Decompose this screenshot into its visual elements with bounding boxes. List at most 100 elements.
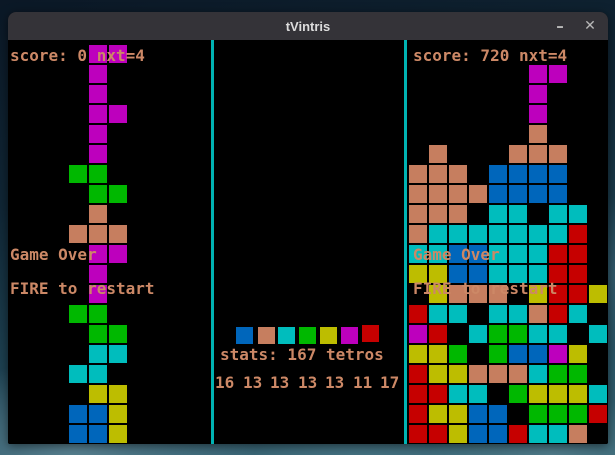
tetris-block [488,344,508,364]
tetris-block [528,164,548,184]
tetris-block [108,384,128,404]
tetris-block [448,344,468,364]
tetris-block [408,184,428,204]
tetris-block [108,224,128,244]
tetris-block [548,384,568,404]
tetris-block [568,204,588,224]
tetris-block [108,344,128,364]
tetris-block [568,424,588,444]
tetris-block [428,204,448,224]
tetris-block [488,184,508,204]
tetris-block [568,264,588,284]
tetris-block [428,304,448,324]
tetris-block [488,204,508,224]
tetris-block [528,384,548,404]
tetris-block [428,264,448,284]
tetris-block [428,224,448,244]
tetris-block [508,344,528,364]
tetris-block [488,264,508,284]
tetris-block [428,164,448,184]
tetris-block [448,264,468,284]
tetris-block [528,404,548,424]
tetris-block [488,244,508,264]
tetris-block [468,264,488,284]
tetris-block [448,204,468,224]
tetris-block [408,204,428,224]
piece-count: 13 [298,373,318,392]
tetris-block [88,384,108,404]
tetris-block [528,344,548,364]
tetris-block [108,104,128,124]
tetris-block [508,244,528,264]
preview-block [235,326,254,345]
tetris-block [88,224,108,244]
tetris-block [88,144,108,164]
tetris-block [428,344,448,364]
tetris-block [488,164,508,184]
tetris-block [88,64,108,84]
tetris-block [408,164,428,184]
next-piece-preview-row [8,40,608,444]
tetris-block [408,304,428,324]
tetris-block [548,364,568,384]
tetris-block [428,244,448,264]
preview-block [340,326,359,345]
tetris-block [88,164,108,184]
tetris-block [528,184,548,204]
tetris-block [508,184,528,204]
tetris-block [548,64,568,84]
tetris-block [588,384,608,404]
preview-block [277,326,296,345]
tetris-block [528,64,548,84]
tetris-block [468,424,488,444]
tetris-block [548,164,568,184]
tetris-block [568,304,588,324]
tetris-block [488,404,508,424]
tetris-block [508,364,528,384]
tetris-block [508,164,528,184]
tetris-block [108,184,128,204]
piece-count: 16 [215,373,235,392]
tetris-block [548,264,568,284]
tetris-block [588,284,608,304]
tetris-block [408,364,428,384]
tetris-block [548,324,568,344]
tetris-block [528,124,548,144]
tetris-block [528,244,548,264]
tetris-block [88,44,108,64]
tetris-block [88,124,108,144]
panel-separator-right [404,40,407,444]
tetris-block [88,304,108,324]
tetris-block [88,404,108,424]
tetris-block [548,404,568,424]
piece-count: 13 [243,373,263,392]
tetris-block [108,424,128,444]
tetris-block [88,424,108,444]
minimize-icon[interactable]: – [556,17,564,35]
right-score-text: score: 720 nxt=4 [413,46,568,65]
close-icon[interactable]: ✕ [584,18,596,34]
tetris-block [548,224,568,244]
tetris-block [528,424,548,444]
tetris-block [528,264,548,284]
tetris-block [508,144,528,164]
tetris-block [408,224,428,244]
tetris-block [448,404,468,424]
tetris-block [548,204,568,224]
tetris-block [548,424,568,444]
tetris-block [108,404,128,424]
tetris-block [88,324,108,344]
tetris-block [548,344,568,364]
tetris-block [408,324,428,344]
tetris-block [428,404,448,424]
tetris-block [448,284,468,304]
tetris-block [448,364,468,384]
tetris-block [428,324,448,344]
tetris-block [568,364,588,384]
right-game-over-text: Game Over [413,245,500,264]
tetris-block [568,284,588,304]
tetris-block [508,384,528,404]
tetris-block [448,244,468,264]
stats-text: stats: 167 tetros [220,345,384,364]
